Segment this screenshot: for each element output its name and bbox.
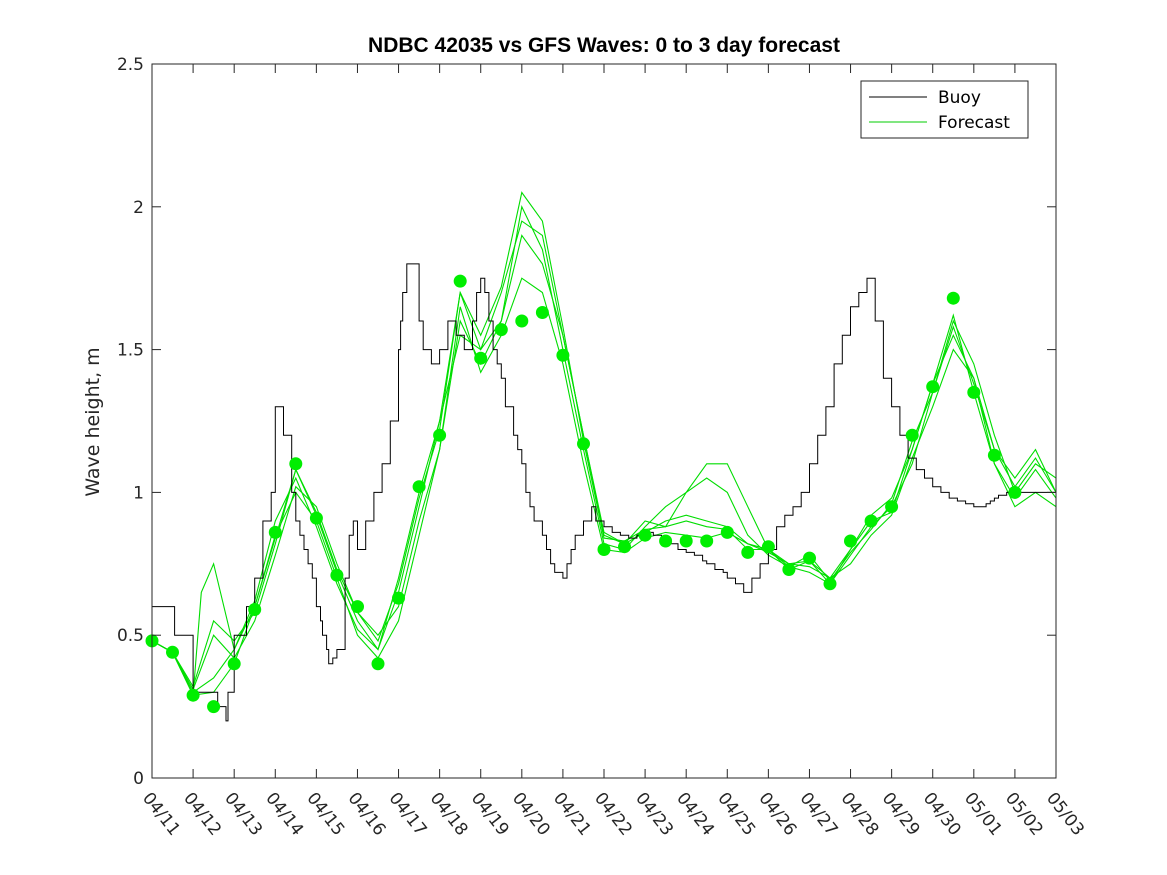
forecast-marker [700,534,714,548]
forecast-marker [823,577,837,591]
forecast-marker [761,540,775,554]
legend: Buoy Forecast [860,80,1029,139]
forecast-marker [905,428,919,442]
forecast-marker [289,457,303,471]
y-tick-label: 2 [133,198,144,218]
forecast-marker [166,645,179,659]
forecast-marker [967,385,981,399]
forecast-marker [987,448,1001,462]
forecast-marker [474,351,488,365]
forecast-marker [207,700,221,714]
forecast-marker [535,306,549,319]
forecast-marker [515,314,529,328]
forecast-marker [1008,485,1022,499]
forecast-marker [720,525,734,539]
forecast-marker [268,525,282,539]
forecast-marker [597,543,611,556]
forecast-marker [782,563,796,576]
forecast-marker [946,291,960,305]
buoy-series [152,263,1056,722]
y-tick-label: 0 [133,769,144,789]
forecast-marker [330,568,344,582]
forecast-marker [227,657,241,671]
forecast-marker [494,323,508,337]
y-tick-label: 2.5 [117,55,144,75]
y-axis-label: Wave height, m [82,347,104,496]
forecast-marker [885,500,899,514]
forecast-marker [186,688,200,702]
forecast-marker [679,534,693,548]
forecast-run-line-3 [152,220,1056,694]
forecast-marker [433,428,447,442]
forecast-run-line-5 [152,191,1056,688]
y-tick-label: 1 [133,483,144,503]
forecast-marker [741,545,755,559]
legend-forecast-label: Forecast [938,113,1010,133]
buoy-line [152,263,1056,722]
forecast-marker [638,528,652,542]
forecast-marker [248,603,262,616]
forecast-markers [145,274,1022,714]
legend-buoy-label: Buoy [938,88,981,108]
forecast-marker [844,534,857,548]
forecast-marker [371,657,385,671]
forecast-marker [309,511,323,525]
legend-box [860,80,1029,139]
forecast-marker [556,348,570,362]
forecast-marker [803,551,816,565]
forecast-marker [577,437,590,451]
forecast-marker [659,534,673,548]
forecast-marker [392,591,405,605]
forecast-marker [412,480,426,494]
y-tick-label: 1.5 [117,341,144,361]
forecast-marker [926,380,940,394]
chart-title: NDBC 42035 vs GFS Waves: 0 to 3 day fore… [368,34,840,57]
forecast-marker [453,274,467,288]
forecast-marker [864,514,878,528]
forecast-marker [351,600,364,614]
y-axis-ticks: 0 0.5 1 1.5 2 2.5 [117,55,1056,789]
forecast-marker [618,540,631,554]
y-tick-label: 0.5 [117,626,144,646]
